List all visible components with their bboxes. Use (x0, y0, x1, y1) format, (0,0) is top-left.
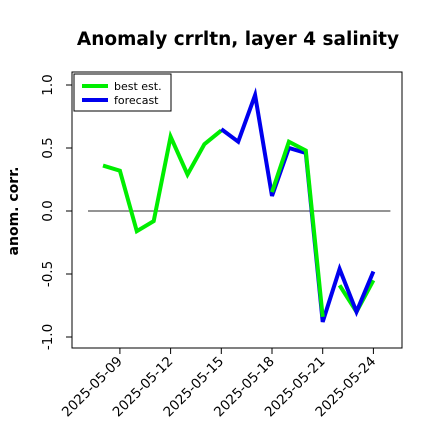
series-line-0-0 (102, 128, 223, 235)
series-line-1-0 (220, 87, 376, 323)
y-tick-label: -0.5 (40, 261, 56, 287)
chart-title: Anomaly crrltn, layer 4 salinity (77, 29, 399, 50)
y-tick-label: 1.0 (40, 74, 56, 95)
y-tick-label: -1.0 (40, 324, 56, 350)
legend-box (73, 73, 172, 112)
y-axis-label: anom. corr. (6, 167, 22, 256)
series-line-2-0 (270, 138, 325, 318)
y-tick-label: 0.0 (40, 200, 56, 221)
legend: best est. forecast (73, 73, 172, 112)
legend-label-best-est: best est. (114, 80, 162, 93)
plot-frame (71, 71, 403, 349)
legend-label-forecast: forecast (114, 94, 159, 107)
y-tick-label: 0.5 (40, 137, 56, 158)
